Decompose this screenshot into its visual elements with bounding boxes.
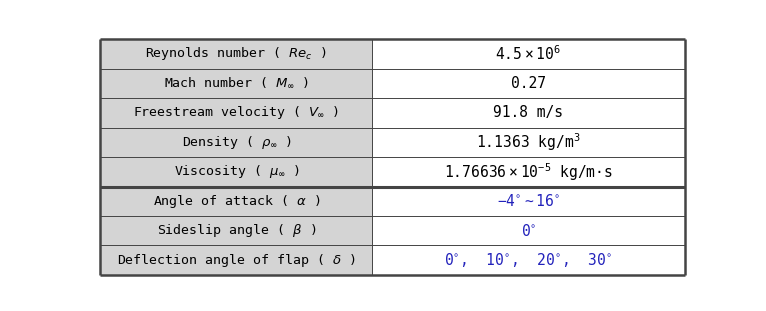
Bar bbox=[372, 39, 685, 69]
Bar bbox=[372, 187, 685, 216]
Bar bbox=[372, 128, 685, 157]
Bar bbox=[372, 69, 685, 98]
Bar bbox=[100, 245, 372, 275]
Text: Viscosity ( $\mu_{\infty}$ ): Viscosity ( $\mu_{\infty}$ ) bbox=[174, 163, 299, 180]
Bar bbox=[100, 39, 372, 69]
Bar bbox=[372, 245, 685, 275]
Bar bbox=[100, 69, 372, 98]
Bar bbox=[372, 216, 685, 245]
Bar bbox=[100, 98, 372, 128]
Text: $1.76636 \times 10^{-5}$ kg/m$\cdot$s: $1.76636 \times 10^{-5}$ kg/m$\cdot$s bbox=[444, 161, 613, 183]
Text: Deflection angle of flap ( $\delta$ ): Deflection angle of flap ( $\delta$ ) bbox=[117, 252, 355, 269]
Text: Mach number ( $\mathit{M}_{\infty}$ ): Mach number ( $\mathit{M}_{\infty}$ ) bbox=[164, 77, 309, 91]
Text: $0^{\circ}$,  $10^{\circ}$,  $20^{\circ}$,  $30^{\circ}$: $0^{\circ}$, $10^{\circ}$, $20^{\circ}$,… bbox=[444, 251, 612, 269]
Bar bbox=[100, 128, 372, 157]
Text: 1.1363 kg/m$^3$: 1.1363 kg/m$^3$ bbox=[476, 132, 581, 153]
Bar bbox=[372, 157, 685, 187]
Text: Freestream velocity ( $\mathit{V}_{\infty}$ ): Freestream velocity ( $\mathit{V}_{\inft… bbox=[133, 104, 339, 121]
Bar bbox=[372, 98, 685, 128]
Text: Reynolds number ( $\mathit{Re}_c$ ): Reynolds number ( $\mathit{Re}_c$ ) bbox=[146, 45, 327, 63]
Bar bbox=[100, 216, 372, 245]
Text: $-4^{\circ}\sim16^{\circ}$: $-4^{\circ}\sim16^{\circ}$ bbox=[496, 193, 560, 209]
Bar bbox=[100, 157, 372, 187]
Text: 0.27: 0.27 bbox=[511, 76, 546, 91]
Text: $4.5 \times 10^6$: $4.5 \times 10^6$ bbox=[496, 44, 561, 63]
Text: $0^{\circ}$: $0^{\circ}$ bbox=[521, 223, 536, 239]
Text: Sideslip angle ( $\beta$ ): Sideslip angle ( $\beta$ ) bbox=[157, 222, 316, 239]
Bar bbox=[100, 187, 372, 216]
Text: Angle of attack ( $\alpha$ ): Angle of attack ( $\alpha$ ) bbox=[152, 193, 320, 210]
Text: Density ( $\rho_{\infty}$ ): Density ( $\rho_{\infty}$ ) bbox=[182, 134, 291, 151]
Text: 91.8 m/s: 91.8 m/s bbox=[493, 105, 563, 120]
